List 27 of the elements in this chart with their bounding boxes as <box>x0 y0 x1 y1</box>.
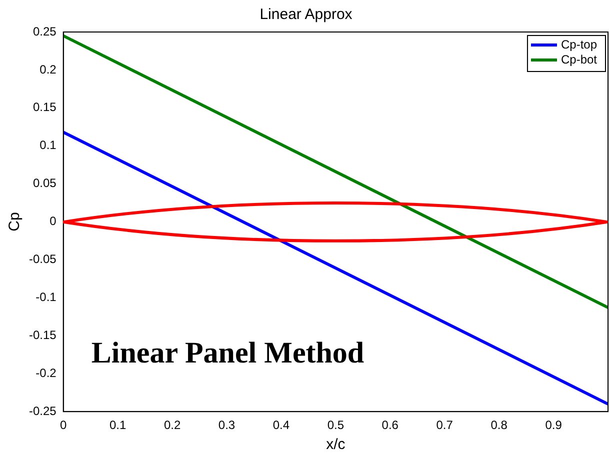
chart-title: Linear Approx <box>260 6 353 24</box>
legend-label: Cp-bot <box>560 52 598 66</box>
y-tick-label: -0.15 <box>28 328 57 342</box>
x-tick-label: 0.5 <box>327 418 344 432</box>
x-tick-label: 0.3 <box>218 418 236 432</box>
y-tick-label: 0.2 <box>40 62 57 76</box>
x-tick-label: 0.1 <box>109 418 126 432</box>
y-tick-label: 0.1 <box>40 138 57 152</box>
x-tick-label: 0.4 <box>272 418 290 432</box>
y-tick-label: -0.25 <box>28 404 57 418</box>
x-tick-label: 0.8 <box>490 418 508 432</box>
y-axis-title: Cp <box>6 212 24 232</box>
y-tick-label: 0.15 <box>32 100 57 114</box>
x-tick-label: 0 <box>60 418 68 432</box>
legend-label: Cp-top <box>560 37 598 52</box>
x-tick-label: 0.6 <box>382 418 399 432</box>
y-tick-label: -0.05 <box>28 252 57 266</box>
x-tick-label: 0.2 <box>164 418 181 432</box>
y-tick-label: 0.25 <box>32 24 57 38</box>
y-tick-label: 0 <box>50 214 57 228</box>
x-tick-label: 0.7 <box>436 418 454 432</box>
x-tick-label: 0.9 <box>545 418 562 432</box>
annotation: Linear Panel Method <box>91 336 364 370</box>
y-tick-label: 0.05 <box>32 176 57 190</box>
y-tick-label: -0.1 <box>36 290 57 304</box>
y-tick-label: -0.2 <box>36 366 57 380</box>
x-axis-title: x/c <box>326 436 346 454</box>
